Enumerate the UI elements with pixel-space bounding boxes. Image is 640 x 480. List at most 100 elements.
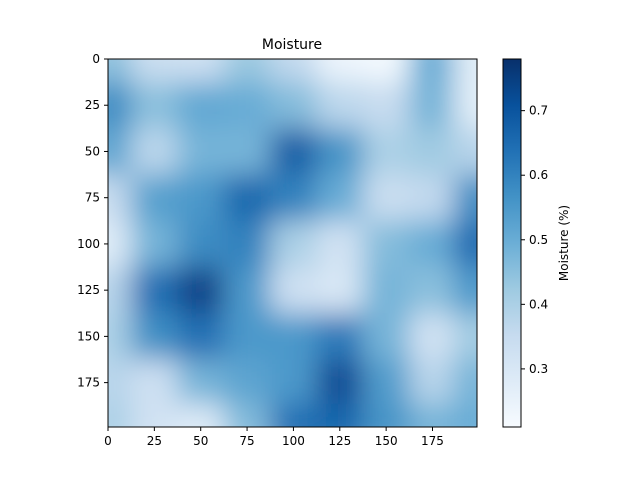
- heatmap-cell: [177, 174, 225, 222]
- heatmap-cell: [131, 359, 179, 407]
- heatmap-cell: [223, 313, 271, 361]
- heatmap-cell: [108, 220, 132, 268]
- heatmap-cell: [409, 359, 457, 407]
- heatmap-cell: [131, 82, 179, 129]
- heatmap-cell: [362, 359, 410, 407]
- heatmap-cell: [316, 82, 364, 129]
- heatmap-cell: [177, 82, 225, 129]
- heatmap-cell: [362, 59, 410, 83]
- y-tick-label: 100: [77, 237, 100, 251]
- heatmap-cell: [270, 59, 318, 83]
- heatmap-cell: [409, 59, 457, 83]
- heatmap-cell: [453, 82, 477, 129]
- heatmap-cell: [177, 220, 225, 268]
- heatmap-cell: [108, 59, 132, 83]
- heatmap-cell: [177, 403, 225, 427]
- plot-frame: [107, 58, 478, 428]
- heatmap-cell: [316, 220, 364, 268]
- heatmap-cell: [362, 403, 410, 427]
- x-tick-label: 25: [147, 434, 162, 448]
- heatmap-cell: [131, 128, 179, 176]
- heatmap-cell: [223, 82, 271, 129]
- heatmap-cell: [223, 59, 271, 83]
- heatmap-cell: [362, 267, 410, 314]
- heatmap-cell: [453, 359, 477, 407]
- heatmap-cell: [453, 128, 477, 176]
- heatmap-cell: [108, 403, 132, 427]
- heatmap-cell: [453, 220, 477, 268]
- heatmap-cell: [362, 174, 410, 222]
- heatmap-cell: [270, 174, 318, 222]
- heatmap-cell: [409, 220, 457, 268]
- heatmap-cell: [108, 174, 132, 222]
- heatmap-cell: [362, 313, 410, 361]
- y-tick-label: 175: [77, 376, 100, 390]
- y-tick-label: 75: [85, 191, 100, 205]
- heatmap-cell: [362, 128, 410, 176]
- heatmap-cell: [270, 313, 318, 361]
- heatmap-cell: [177, 128, 225, 176]
- heatmap-cell: [362, 82, 410, 129]
- heatmap-cell: [131, 403, 179, 427]
- heatmap-cell: [108, 128, 132, 176]
- colorbar-tick-label: 0.7: [529, 104, 548, 118]
- x-tick-label: 100: [282, 434, 305, 448]
- heatmap-cell: [316, 267, 364, 314]
- heatmap-cell: [177, 267, 225, 314]
- heatmap-cell: [453, 403, 477, 427]
- y-tick-label: 125: [77, 283, 100, 297]
- y-tick-label: 0: [92, 52, 100, 66]
- heatmap-cell: [177, 313, 225, 361]
- colorbar-axis: 0.3 0.4 0.5 0.6 0.7: [521, 104, 548, 376]
- y-tick-label: 25: [85, 98, 100, 112]
- heatmap-cell: [316, 359, 364, 407]
- heatmap-cell: [223, 220, 271, 268]
- heatmap-cell: [131, 267, 179, 314]
- colorbar-label: Moisture (%): [557, 205, 571, 281]
- heatmap-cell: [316, 128, 364, 176]
- heatmap-area: [108, 59, 477, 427]
- colorbar-tick-label: 0.6: [529, 168, 548, 182]
- heatmap-cell: [453, 59, 477, 83]
- heatmap-cell: [108, 313, 132, 361]
- y-tick-label: 150: [77, 329, 100, 343]
- heatmap-cell: [409, 313, 457, 361]
- heatmap-cell: [362, 220, 410, 268]
- heatmap-cell: [108, 82, 132, 129]
- x-tick-label: 50: [193, 434, 208, 448]
- heatmap-cell: [270, 359, 318, 407]
- colorbar-tick-label: 0.3: [529, 362, 548, 376]
- heatmap-cell: [131, 174, 179, 222]
- heatmap-cell: [316, 59, 364, 83]
- colorbar: [502, 58, 522, 428]
- x-tick-label: 75: [239, 434, 254, 448]
- heatmap-cell: [108, 267, 132, 314]
- heatmap-cell: [131, 220, 179, 268]
- x-tick-label: 125: [328, 434, 351, 448]
- heatmap-cell: [223, 128, 271, 176]
- y-axis: 0 25 50 75 100 125 150 175: [77, 52, 108, 390]
- x-tick-label: 150: [375, 434, 398, 448]
- heatmap-cell: [453, 174, 477, 222]
- heatmap-cell: [270, 220, 318, 268]
- colorbar-tick-label: 0.4: [529, 297, 548, 311]
- heatmap-cell: [270, 267, 318, 314]
- heatmap-cell: [223, 359, 271, 407]
- x-tick-label: 175: [421, 434, 444, 448]
- heatmap-cell: [409, 82, 457, 129]
- heatmap-cell: [453, 267, 477, 314]
- heatmap-cell: [177, 359, 225, 407]
- heatmap-cell: [223, 174, 271, 222]
- heatmap-cell: [270, 128, 318, 176]
- heatmap-cells: [108, 59, 477, 427]
- heatmap-cell: [270, 403, 318, 427]
- heatmap-cell: [316, 403, 364, 427]
- heatmap-cell: [131, 313, 179, 361]
- heatmap-cell: [316, 174, 364, 222]
- chart-title: Moisture: [262, 37, 322, 53]
- heatmap-cell: [409, 267, 457, 314]
- colorbar-tick-label: 0.5: [529, 233, 548, 247]
- heatmap-cell: [223, 267, 271, 314]
- heatmap-cell: [409, 403, 457, 427]
